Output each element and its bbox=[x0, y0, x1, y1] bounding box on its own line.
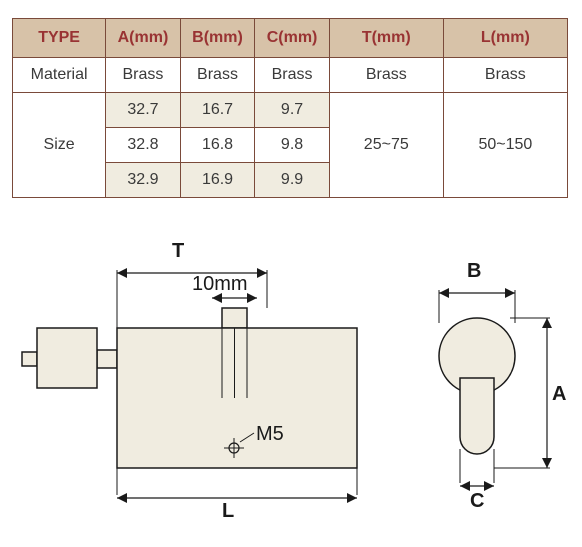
col-l: L(mm) bbox=[443, 19, 567, 58]
size-a1: 32.7 bbox=[106, 93, 181, 128]
diagram-svg bbox=[12, 228, 568, 528]
size-b1: 16.7 bbox=[180, 93, 255, 128]
material-b: Brass bbox=[180, 58, 255, 93]
material-c: Brass bbox=[255, 58, 330, 93]
label-B: B bbox=[467, 260, 481, 283]
label-A: A bbox=[552, 383, 566, 406]
material-label: Material bbox=[13, 58, 106, 93]
material-l: Brass bbox=[443, 58, 567, 93]
size-t: 25~75 bbox=[329, 93, 443, 198]
technical-diagram: T 10mm M5 L B A C bbox=[12, 228, 568, 528]
label-C: C bbox=[470, 490, 484, 513]
col-type: TYPE bbox=[13, 19, 106, 58]
size-label: Size bbox=[13, 93, 106, 198]
size-c2: 9.8 bbox=[255, 128, 330, 163]
size-a2: 32.8 bbox=[106, 128, 181, 163]
material-a: Brass bbox=[106, 58, 181, 93]
size-b2: 16.8 bbox=[180, 128, 255, 163]
col-t: T(mm) bbox=[329, 19, 443, 58]
size-row-1: Size 32.7 16.7 9.7 25~75 50~150 bbox=[13, 93, 568, 128]
col-c: C(mm) bbox=[255, 19, 330, 58]
size-b3: 16.9 bbox=[180, 163, 255, 198]
label-T: T bbox=[172, 240, 184, 263]
col-b: B(mm) bbox=[180, 19, 255, 58]
size-a3: 32.9 bbox=[106, 163, 181, 198]
label-M5: M5 bbox=[256, 423, 284, 446]
size-c3: 9.9 bbox=[255, 163, 330, 198]
label-10mm: 10mm bbox=[192, 273, 248, 296]
size-l: 50~150 bbox=[443, 93, 567, 198]
col-a: A(mm) bbox=[106, 19, 181, 58]
header-row: TYPE A(mm) B(mm) C(mm) T(mm) L(mm) bbox=[13, 19, 568, 58]
spec-table: TYPE A(mm) B(mm) C(mm) T(mm) L(mm) Mater… bbox=[12, 18, 568, 198]
label-L: L bbox=[222, 500, 234, 523]
material-row: Material Brass Brass Brass Brass Brass bbox=[13, 58, 568, 93]
size-c1: 9.7 bbox=[255, 93, 330, 128]
material-t: Brass bbox=[329, 58, 443, 93]
